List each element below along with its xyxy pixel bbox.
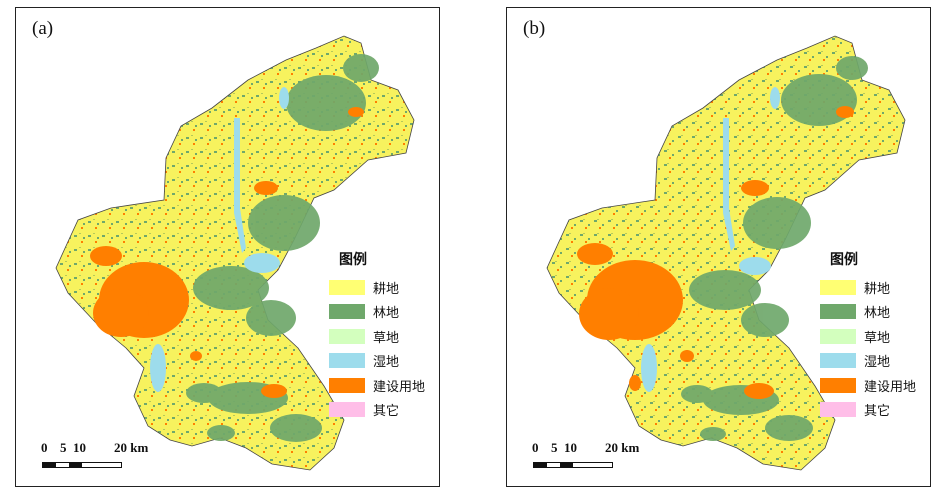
legend-label: 建设用地 (373, 379, 426, 395)
scale-bar: 0 5 10 20 km (38, 440, 178, 480)
legend-label: 耕地 (864, 281, 891, 297)
region-boundary (55, 35, 415, 471)
panel-label: (a) (32, 18, 54, 39)
legend-label: 草地 (864, 330, 891, 346)
scale-bar: 0 5 10 20 km (529, 440, 669, 480)
scale-tick: 0 (41, 440, 48, 455)
legend-swatch (329, 279, 365, 295)
legend-swatch (329, 353, 365, 369)
legend-label: 耕地 (373, 281, 400, 297)
legend-item-cropland: 耕地 (820, 275, 930, 300)
legend-item-other: 其它 (820, 398, 930, 423)
legend-label: 草地 (373, 330, 400, 346)
scale-bar-graphic (533, 462, 613, 468)
legend-swatch (820, 402, 856, 418)
legend-item-grassland: 草地 (329, 324, 439, 349)
legend-label: 湿地 (864, 355, 891, 371)
legend-title: 图例 (830, 252, 858, 268)
legend: 图例 耕地 林地 草地 湿地 建设用地 其它 (820, 249, 930, 422)
legend-item-forest: 林地 (820, 300, 930, 325)
legend-swatch (329, 377, 365, 393)
built-up-areas (577, 106, 854, 399)
legend-swatch (329, 328, 365, 344)
legend-label: 其它 (864, 404, 891, 420)
legend-item-built-up: 建设用地 (329, 373, 439, 398)
legend-title: 图例 (339, 252, 367, 268)
scale-tick: 5 (60, 440, 67, 455)
legend-label: 林地 (864, 306, 891, 322)
legend-item-built-up: 建设用地 (820, 373, 930, 398)
legend-item-wetland: 湿地 (820, 349, 930, 374)
map-panel-b: (b) 图例 耕地 林地 草地 湿地 建设用地 其它 0 5 10 (506, 7, 931, 487)
legend-label: 其它 (373, 404, 400, 420)
legend-item-grassland: 草地 (820, 324, 930, 349)
legend-swatch (820, 279, 856, 295)
scale-tick: 5 (551, 440, 558, 455)
legend-item-wetland: 湿地 (329, 349, 439, 374)
legend-label: 建设用地 (864, 379, 917, 395)
map-panel-a: (a) 图例 耕地 林地 草地 湿地 建设用地 其它 0 5 10 (15, 7, 440, 487)
legend-swatch (820, 353, 856, 369)
panel-label: (b) (523, 18, 546, 39)
scale-tick: 10 (73, 440, 86, 455)
scale-tick: 0 (532, 440, 539, 455)
land-use-map-a (55, 35, 415, 471)
scale-bar-graphic (42, 462, 122, 468)
scale-tick: 20 km (114, 440, 149, 455)
built-up-areas (90, 107, 364, 398)
wetland-areas (150, 87, 289, 392)
legend-item-other: 其它 (329, 398, 439, 423)
legend-swatch (820, 304, 856, 320)
legend-label: 湿地 (373, 355, 400, 371)
wetland-areas (641, 87, 780, 392)
legend: 图例 耕地 林地 草地 湿地 建设用地 其它 (329, 249, 439, 422)
land-use-map-b (546, 35, 906, 471)
legend-swatch (329, 402, 365, 418)
legend-item-forest: 林地 (329, 300, 439, 325)
legend-swatch (820, 377, 856, 393)
legend-swatch (329, 304, 365, 320)
scale-tick: 10 (564, 440, 577, 455)
legend-swatch (820, 328, 856, 344)
legend-item-cropland: 耕地 (329, 275, 439, 300)
legend-label: 林地 (373, 306, 400, 322)
scale-tick: 20 km (605, 440, 640, 455)
